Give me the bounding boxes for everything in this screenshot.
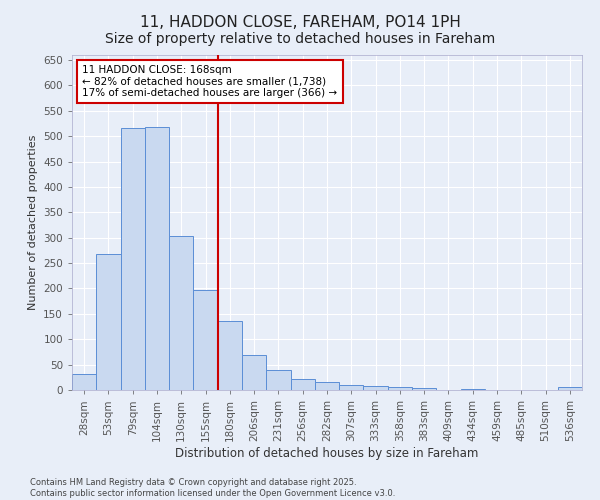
- Bar: [96, 254, 121, 390]
- Bar: [121, 128, 145, 390]
- Bar: [193, 290, 218, 390]
- Bar: [412, 388, 436, 390]
- Text: 11, HADDON CLOSE, FAREHAM, PO14 1PH: 11, HADDON CLOSE, FAREHAM, PO14 1PH: [140, 15, 460, 30]
- Bar: [169, 236, 193, 390]
- Bar: [558, 388, 582, 390]
- Bar: [290, 379, 315, 390]
- Bar: [266, 370, 290, 390]
- Bar: [315, 382, 339, 390]
- Text: 11 HADDON CLOSE: 168sqm
← 82% of detached houses are smaller (1,738)
17% of semi: 11 HADDON CLOSE: 168sqm ← 82% of detache…: [82, 65, 337, 98]
- Bar: [388, 388, 412, 390]
- X-axis label: Distribution of detached houses by size in Fareham: Distribution of detached houses by size …: [175, 446, 479, 460]
- Bar: [72, 374, 96, 390]
- Bar: [218, 322, 242, 390]
- Y-axis label: Number of detached properties: Number of detached properties: [28, 135, 38, 310]
- Bar: [242, 356, 266, 390]
- Bar: [364, 386, 388, 390]
- Text: Size of property relative to detached houses in Fareham: Size of property relative to detached ho…: [105, 32, 495, 46]
- Bar: [145, 126, 169, 390]
- Bar: [339, 386, 364, 390]
- Text: Contains HM Land Registry data © Crown copyright and database right 2025.
Contai: Contains HM Land Registry data © Crown c…: [30, 478, 395, 498]
